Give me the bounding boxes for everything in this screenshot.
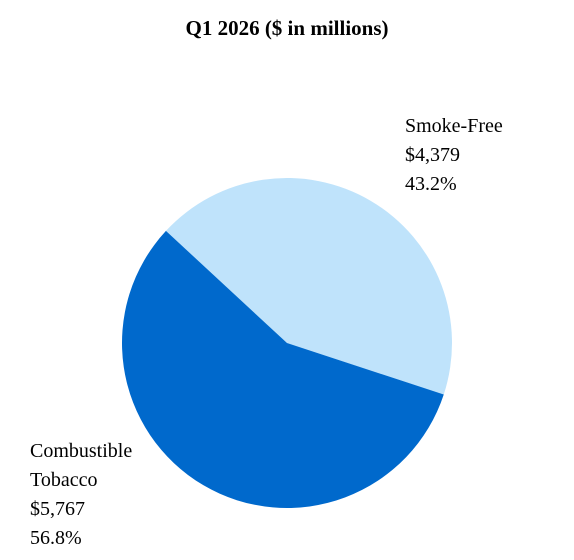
chart-title: Q1 2026 ($ in millions) bbox=[185, 16, 389, 40]
value-label: $4,379 bbox=[405, 144, 460, 166]
percent-label: 43.2% bbox=[405, 173, 457, 195]
slice-label: Smoke-Free $4,379 43.2% bbox=[405, 112, 503, 199]
pie-slice bbox=[122, 230, 444, 508]
category-label: Combustible Tobacco bbox=[30, 440, 133, 491]
value-label: $5,767 bbox=[30, 498, 85, 520]
pie-slice bbox=[165, 177, 452, 395]
percent-label: 56.8% bbox=[30, 527, 82, 549]
slice-label: Combustible Tobacco $5,767 56.8% bbox=[30, 437, 132, 553]
category-label: Smoke-Free bbox=[405, 115, 503, 137]
